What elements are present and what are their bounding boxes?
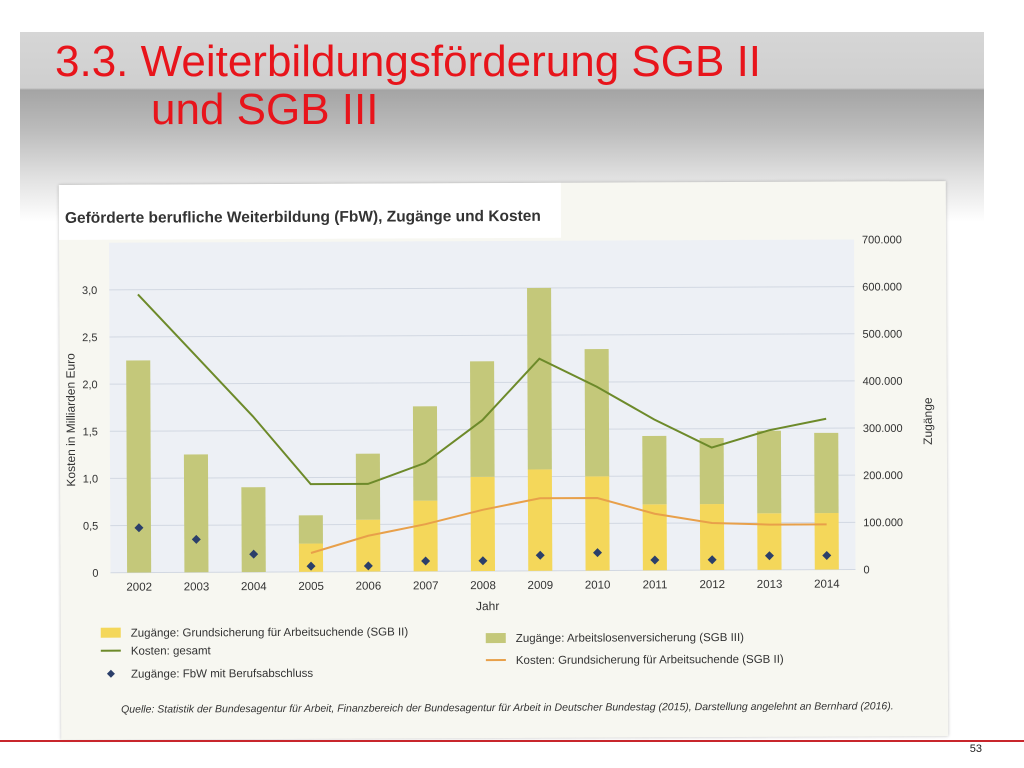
point-berufsabschluss xyxy=(191,534,201,544)
slide-title: 3.3. Weiterbildungsförderung SGB II und … xyxy=(55,38,761,134)
bar-sgb2 xyxy=(814,512,839,570)
bar-sgb2 xyxy=(699,504,725,571)
x-tick-label: 2002 xyxy=(126,582,152,594)
slide-title-line2: und SGB III xyxy=(151,85,379,134)
bar-layer xyxy=(126,287,839,573)
y2-tick-label: 700.000 xyxy=(862,234,902,246)
x-tick-label: 2006 xyxy=(356,581,382,593)
slide-title-line1: 3.3. Weiterbildungsförderung SGB II xyxy=(55,37,762,86)
point-berufsabschluss xyxy=(306,561,316,571)
y2-axis-label: Zugänge xyxy=(921,397,935,445)
y2-tick-label: 100.000 xyxy=(863,517,903,529)
legend-label: Kosten: gesamt xyxy=(131,645,212,657)
chart-photo: Geförderte berufliche Weiterbildung (FbW… xyxy=(58,181,949,740)
x-tick-label: 2014 xyxy=(814,579,840,591)
x-tick-label: 2008 xyxy=(470,580,496,592)
x-tick-label: 2003 xyxy=(184,581,210,593)
line-kosten-gesamt xyxy=(137,293,827,486)
legend-label: Zugänge: Grundsicherung für Arbeitsuchen… xyxy=(131,626,409,639)
x-tick-label: 2004 xyxy=(241,581,267,593)
bar-sgb3 xyxy=(412,406,438,501)
point-berufsabschluss xyxy=(421,556,431,566)
x-tick-label: 2007 xyxy=(413,580,439,592)
point-berufsabschluss xyxy=(249,549,259,559)
line-kosten-sgb2 xyxy=(310,496,827,554)
y-tick-label: 0 xyxy=(92,568,98,580)
point-berufsabschluss xyxy=(363,561,373,571)
legend-swatch xyxy=(100,627,121,638)
y2-tick-label: 600.000 xyxy=(862,281,902,293)
y-axis-label: Kosten in Milliarden Euro xyxy=(64,353,79,487)
y-tick-label: 0,5 xyxy=(83,521,98,533)
bar-sgb2 xyxy=(470,476,496,572)
bar-sgb2 xyxy=(757,513,782,570)
bar-sgb3 xyxy=(298,515,323,544)
point-berufsabschluss xyxy=(535,550,545,560)
bar-sgb3 xyxy=(355,453,381,520)
bar-sgb3 xyxy=(699,438,724,505)
x-tick-label: 2013 xyxy=(757,579,783,591)
legend-label: Zugänge: FbW mit Berufsabschluss xyxy=(131,668,313,681)
page-number: 53 xyxy=(969,743,982,755)
bar-sgb3 xyxy=(642,435,667,505)
x-tick-label: 2011 xyxy=(643,579,668,591)
tick-layer: 0 0,5 1,0 1,5 2,0 2,5 3,0 0 100.000 200.000 300.00… xyxy=(82,234,903,594)
chart-title: Geförderte berufliche Weiterbildung (FbW… xyxy=(65,208,541,227)
chart-title-box xyxy=(58,182,562,240)
legend-swatch xyxy=(485,632,506,644)
point-berufsabschluss xyxy=(764,551,774,561)
y-tick-label: 1,5 xyxy=(83,426,98,438)
point-berufsabschluss xyxy=(134,523,144,533)
footer-rule xyxy=(0,740,1024,742)
y-tick-label: 3,0 xyxy=(82,285,97,297)
legend-label: Kosten: Grundsicherung für Arbeitsuchend… xyxy=(516,654,784,667)
y2-tick-label: 200.000 xyxy=(863,470,903,482)
point-berufsabschluss xyxy=(822,550,832,560)
bar-sgb3 xyxy=(183,454,209,573)
y-tick-label: 1,0 xyxy=(83,473,98,485)
bar-sgb2 xyxy=(642,504,667,571)
gridline xyxy=(109,286,855,291)
y-tick-label: 2,5 xyxy=(82,332,97,344)
bar-sgb3 xyxy=(756,430,782,514)
legend: Zugänge: Grundsicherung für Arbeitsuchen… xyxy=(100,626,784,681)
bar-sgb3 xyxy=(814,432,839,514)
gridline xyxy=(109,333,855,338)
point-layer xyxy=(134,523,832,571)
bar-sgb3 xyxy=(126,360,152,573)
y-tick-label: 2,0 xyxy=(82,379,97,391)
y2-tick-label: 0 xyxy=(863,564,869,576)
source-note: Quelle: Statistik der Bundesagentur für … xyxy=(121,700,894,715)
x-tick-label: 2010 xyxy=(585,580,611,592)
x-tick-label: 2005 xyxy=(298,581,324,593)
point-berufsabschluss xyxy=(478,556,488,566)
bar-sgb3 xyxy=(241,487,266,573)
x-axis-label: Jahr xyxy=(476,599,499,613)
point-berufsabschluss xyxy=(707,555,717,565)
chart-svg: Geförderte berufliche Weiterbildung (FbW… xyxy=(58,182,935,716)
point-berufsabschluss xyxy=(650,555,660,565)
legend-swatch xyxy=(106,669,115,678)
y2-tick-label: 400.000 xyxy=(863,376,903,388)
bar-sgb3 xyxy=(584,348,610,477)
bar-sgb2 xyxy=(527,469,553,571)
y2-tick-label: 500.000 xyxy=(862,329,902,341)
x-tick-label: 2012 xyxy=(699,579,725,591)
point-berufsabschluss xyxy=(593,548,603,558)
bar-sgb2 xyxy=(356,519,381,572)
line-layer xyxy=(137,293,827,554)
bar-sgb3 xyxy=(527,287,552,470)
legend-label: Zugänge: Arbeitslosenversicherung (SGB I… xyxy=(516,632,744,645)
bar-sgb2 xyxy=(413,500,438,572)
y2-tick-label: 300.000 xyxy=(863,423,903,435)
x-tick-label: 2009 xyxy=(528,580,554,592)
